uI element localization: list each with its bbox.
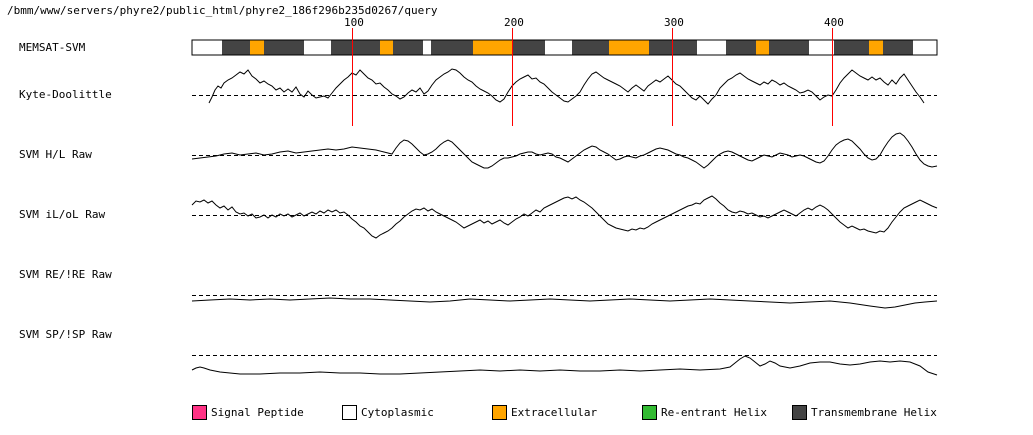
legend-signal-peptide: Signal Peptide [192, 404, 304, 421]
tick-label-100: 100 [344, 16, 364, 29]
legend-label: Transmembrane Helix [811, 406, 937, 419]
tm-helix-segment [393, 40, 423, 55]
legend-swatch-transmembrane-helix [792, 405, 807, 420]
kyte-doolittle-trace [208, 68, 925, 105]
tm-helix-segment [331, 40, 380, 55]
tick-label-200: 200 [504, 16, 524, 29]
legend-transmembrane-helix: Transmembrane Helix [792, 404, 937, 421]
legend-label: Signal Peptide [211, 406, 304, 419]
track-label-svm-sp: SVM SP/!SP Raw [19, 328, 112, 341]
tm-helix-segment [431, 40, 473, 55]
tick-label-300: 300 [664, 16, 684, 29]
extracellular-segment [380, 40, 393, 55]
legend-reentrant-helix: Re-entrant Helix [642, 404, 767, 421]
legend-swatch-cytoplasmic [342, 405, 357, 420]
tm-helix-segment [834, 40, 869, 55]
baselines [192, 95, 937, 356]
tick-label-400: 400 [824, 16, 844, 29]
legend-cytoplasmic: Cytoplasmic [342, 404, 434, 421]
tm-helix-segment [883, 40, 913, 55]
tm-helix-segment [222, 40, 250, 55]
memsat-topology-bar [191, 39, 938, 56]
query-path: /bmm/www/servers/phyre2/public_html/phyr… [7, 4, 438, 17]
legend-swatch-extracellular [492, 405, 507, 420]
tm-helix-segment [769, 40, 809, 55]
tm-helix-segment [513, 40, 545, 55]
extracellular-segment [609, 40, 649, 55]
tm-helix-segment [572, 40, 609, 55]
track-label-memsat: MEMSAT-SVM [19, 41, 86, 54]
track-label-svm-il-ol: SVM iL/oL Raw [19, 208, 106, 221]
extracellular-segment [250, 40, 264, 55]
legend-extracellular: Extracellular [492, 404, 597, 421]
svm-sp-trace [191, 355, 938, 376]
legend-label: Extracellular [511, 406, 598, 419]
position-markers [352, 28, 833, 126]
legend-label: Cytoplasmic [361, 406, 434, 419]
svm-re-trace [191, 297, 938, 309]
tm-helix-segment [726, 40, 756, 55]
extracellular-segment [869, 40, 883, 55]
legend-swatch-reentrant-helix [642, 405, 657, 420]
track-label-svm-re: SVM RE/!RE Raw [19, 268, 112, 281]
svm-il-ol-trace [191, 195, 938, 239]
extracellular-segment [473, 40, 513, 55]
track-label-kyte-doolittle: Kyte-Doolittle [19, 88, 112, 101]
svm-hl-trace [191, 132, 938, 169]
extracellular-segment [756, 40, 769, 55]
tm-helix-segment [264, 40, 304, 55]
track-label-svm-hl: SVM H/L Raw [19, 148, 92, 161]
legend-label: Re-entrant Helix [661, 406, 767, 419]
legend-swatch-signal-peptide [192, 405, 207, 420]
